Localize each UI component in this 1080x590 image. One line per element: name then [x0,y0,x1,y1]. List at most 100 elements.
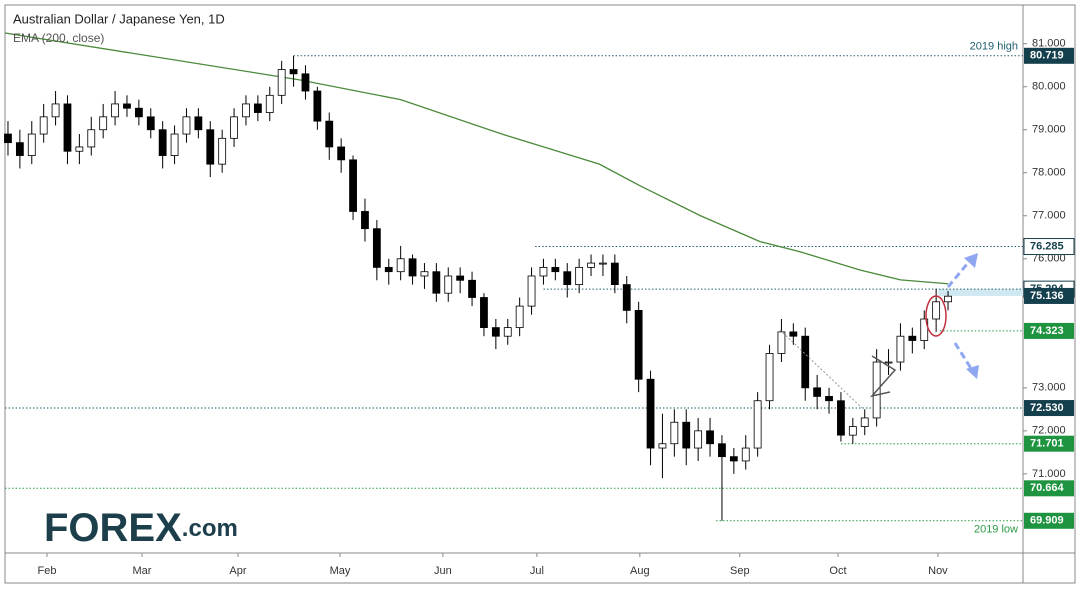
level-label-bg [1024,400,1074,417]
candle-body [634,310,643,380]
candle-body [539,266,548,277]
brand-logo: FOREX.com [44,506,238,550]
chart-title: Australian Dollar / Japanese Yen, 1D [13,11,225,26]
candle-body [4,133,12,144]
candle-body [111,103,119,118]
candle-body [384,266,393,273]
candle-body [896,335,905,363]
candle-body [349,159,357,212]
trend-line [779,329,863,409]
x-tick-label: Feb [38,565,57,577]
candle-body [491,327,500,337]
candle-body [456,275,465,281]
candle-body [396,258,405,273]
candle-body [301,73,310,92]
candle-body [337,146,346,161]
candle-body [480,297,488,329]
candle-body [884,361,893,364]
candle-body [123,103,131,109]
candle-body [682,421,691,449]
y-tick-label: 78.000 [1032,167,1066,179]
arrow-down [953,342,974,371]
candle-body [765,353,774,402]
candle-body [134,107,143,118]
candle-body [658,443,667,449]
candle-body [694,430,703,449]
candle-body [599,262,607,265]
x-tick-label: Aug [630,565,650,577]
candle-body [670,421,679,445]
candle-body [860,417,869,427]
candle-body [218,137,227,165]
highlight-ellipse [925,295,947,337]
candle-body [444,275,453,294]
level-label-bg [1024,480,1074,497]
axes: 71.000 72.000 73.000 76.000 77.000 78.000 79.0… [38,38,1075,577]
candle-body [242,103,250,118]
y-tick-label: 71.000 [1032,468,1066,480]
annotation: 2019 high [970,41,1018,53]
candle-body [361,211,369,230]
candles [4,55,952,521]
candle-body [158,129,167,156]
level-label: 69.909 [1030,515,1064,527]
chart-subtitle: EMA (200, close) [13,31,104,45]
candle-body [801,335,810,389]
y-tick-label: 79.000 [1032,124,1066,136]
candle-body [63,103,72,152]
candle-body [515,305,524,329]
level-label: 72.530 [1030,402,1064,414]
candle-body [646,378,655,449]
frame [4,4,1076,584]
y-tick-label: 76.000 [1032,253,1066,265]
level-label-bg [1024,512,1074,529]
candle-body [551,266,560,273]
x-tick-label: Mar [132,565,151,577]
candle-body [575,266,584,285]
candle-body [729,456,738,462]
candle-body [741,447,750,462]
candle-body [944,295,952,303]
candle-body [230,116,238,139]
level-label-bg [1024,287,1074,304]
candle-body [265,94,274,113]
ema [4,32,949,285]
candle-body [206,129,215,165]
candle-body [777,331,786,354]
candle-body [27,133,36,156]
candle-body [468,279,476,298]
x-tick-label: Jun [434,565,452,577]
level-label: 76.285 [1030,240,1064,252]
candle-body [753,400,762,449]
levels: 2019 high 2019 low [5,41,1023,536]
candle-body [622,284,631,311]
level-label-bg [1023,238,1075,256]
x-tick-label: Nov [928,565,948,577]
candle-body [420,271,429,277]
candle-body [146,116,155,131]
arrow-up [946,257,974,288]
level-zone [938,289,1023,296]
ema-line [4,32,949,285]
candle-body [503,327,512,337]
candle-body [527,275,536,307]
candle-body [837,400,845,436]
x-tick-label: May [330,565,351,577]
candle-body [408,258,417,277]
level-label: 74.323 [1030,325,1064,337]
candle-body [587,262,595,268]
candle-body [789,331,798,337]
candle-body [932,301,941,320]
x-tick-label: Oct [829,565,846,577]
candle-body [75,146,84,152]
candle-body [170,133,179,156]
candle-body [289,69,298,75]
y-tick-label: 72.000 [1032,425,1066,437]
y-tick-label: 73.000 [1032,382,1066,394]
y-tick-label: 80.000 [1032,81,1066,93]
candle-body [182,116,191,135]
brand: FOREX [44,506,182,550]
candle-body [813,387,822,397]
candle-body [718,443,726,458]
